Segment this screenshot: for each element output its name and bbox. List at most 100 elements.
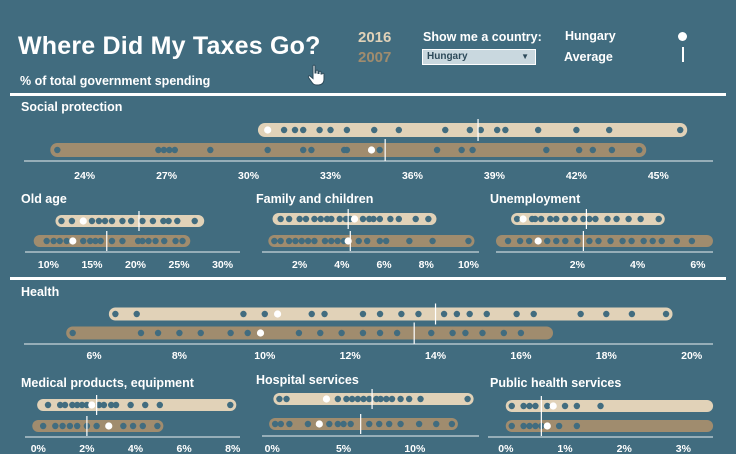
data-point: [207, 146, 214, 154]
tick-label: 3%: [676, 443, 692, 454]
data-point: [544, 402, 551, 410]
data-point: [553, 215, 560, 223]
data-point: [348, 395, 356, 403]
data-point: [504, 237, 512, 245]
data-point: [285, 215, 293, 223]
data-point: [334, 395, 342, 403]
data-point: [161, 237, 168, 245]
tick-label: 15%: [81, 259, 103, 271]
data-point: [425, 215, 432, 223]
data-point: [340, 420, 347, 428]
data-point: [291, 126, 299, 134]
range-track-2007: [505, 420, 714, 432]
data-point: [370, 215, 377, 223]
data-point: [562, 215, 569, 223]
tick-label: 10%: [254, 350, 276, 362]
data-point: [458, 146, 465, 154]
hungary-point: [264, 126, 272, 134]
data-point: [78, 401, 86, 409]
range-track-2016: [108, 307, 673, 321]
data-point: [80, 237, 87, 245]
tick-label: 20%: [681, 350, 703, 362]
data-point: [562, 237, 569, 245]
data-point: [433, 420, 440, 428]
data-point: [271, 420, 279, 428]
data-point: [139, 217, 146, 225]
data-point: [66, 422, 74, 430]
panel-title-medical-products: Medical products, equipment: [21, 376, 194, 390]
data-point: [532, 402, 539, 410]
data-point: [264, 146, 271, 154]
data-point: [50, 237, 57, 245]
data-point: [453, 310, 461, 318]
data-point: [69, 401, 76, 409]
data-point: [589, 146, 596, 154]
hungary-point: [549, 402, 557, 410]
panel-title-hospital-services: Hospital services: [256, 373, 359, 387]
data-point: [56, 237, 63, 245]
panel-title-unemployment: Unemployment: [490, 192, 581, 206]
tick-label: 25%: [169, 259, 191, 271]
hungary-point: [543, 422, 551, 430]
data-point: [508, 402, 515, 410]
tick-label: 42%: [566, 170, 588, 182]
data-point: [573, 422, 581, 430]
data-point: [417, 395, 424, 403]
data-point: [44, 401, 52, 409]
panel-title-health: Health: [21, 285, 60, 299]
data-point: [311, 215, 318, 223]
data-point: [637, 215, 644, 223]
data-point: [316, 126, 323, 134]
data-point: [376, 310, 384, 318]
data-point: [677, 126, 684, 134]
page-title: Where Did My Taxes Go?: [18, 32, 321, 60]
data-point: [555, 422, 563, 430]
data-point: [544, 237, 551, 245]
data-point: [603, 310, 610, 318]
tick-label: 20%: [125, 259, 147, 271]
data-point: [338, 329, 345, 337]
data-point: [688, 237, 696, 245]
tick-label: 10%: [38, 259, 60, 271]
data-point: [101, 217, 109, 225]
chevron-down-icon: ▼: [521, 52, 529, 61]
vertical-tick-icon: [682, 47, 684, 62]
data-point: [271, 237, 278, 245]
data-point: [317, 215, 324, 223]
data-point: [97, 237, 104, 245]
data-point: [166, 146, 173, 154]
data-point: [395, 126, 403, 134]
panel-title-social-protection: Social protection: [21, 100, 123, 114]
tick-label: 24%: [74, 170, 96, 182]
country-dropdown[interactable]: Hungary ▼: [422, 49, 536, 65]
tick-label: 6%: [690, 259, 706, 271]
data-point: [466, 126, 474, 134]
tick-label: 30%: [212, 259, 234, 271]
tick-label: 6%: [86, 350, 102, 362]
data-point: [571, 215, 578, 223]
data-point: [152, 237, 159, 245]
data-point: [283, 395, 290, 403]
data-point: [107, 401, 115, 409]
data-point: [154, 422, 161, 430]
data-point: [54, 146, 61, 154]
data-point: [655, 215, 662, 223]
data-point: [88, 217, 96, 225]
data-point: [547, 215, 554, 223]
hungary-point: [519, 215, 527, 223]
tick-label: 5%: [336, 443, 352, 454]
data-point: [119, 237, 126, 245]
data-point: [406, 237, 413, 245]
hungary-point: [79, 217, 87, 225]
data-point: [516, 237, 524, 245]
data-point: [608, 146, 616, 154]
data-point: [127, 217, 135, 225]
data-point: [376, 329, 384, 337]
range-track-2016: [505, 400, 714, 412]
tick-label: 36%: [402, 170, 424, 182]
data-point: [508, 422, 515, 430]
data-point: [39, 422, 47, 430]
tick-label: 8%: [172, 350, 188, 362]
tick-label: 12%: [340, 350, 362, 362]
